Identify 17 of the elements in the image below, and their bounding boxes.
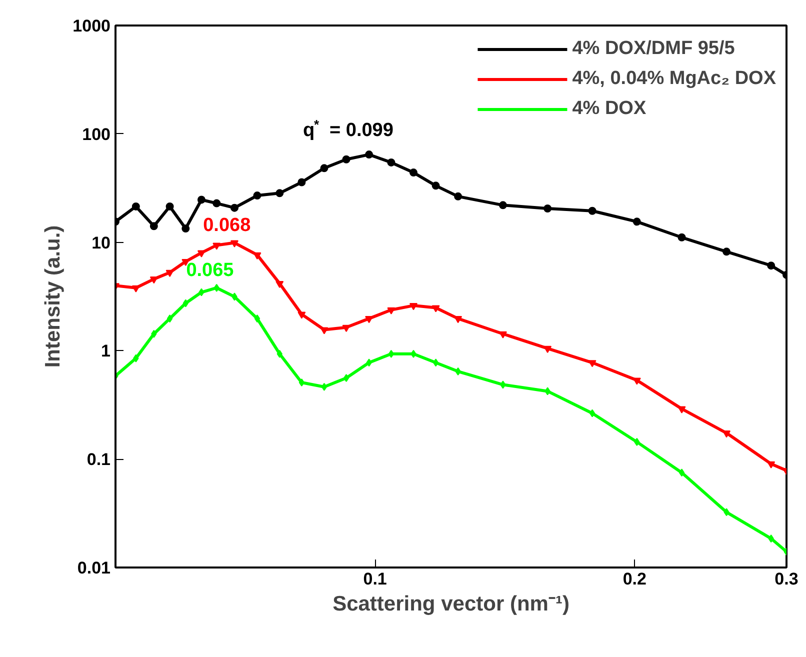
annotation: 0.068	[203, 214, 251, 236]
y-tick-label: 0.1	[86, 450, 111, 470]
legend-label: 4% DOX	[572, 97, 646, 121]
legend-label: 4%, 0.04% MgAc₂ DOX	[572, 67, 776, 91]
y-axis-title: Intensity (a.u.)	[42, 225, 65, 368]
x-tick-label: 0.2	[622, 570, 646, 588]
legend-label: 4% DOX/DMF 95/5	[572, 37, 735, 61]
annotation: q* = 0.099	[302, 116, 394, 141]
x-axis-title: Scattering vector (nm⁻¹)	[332, 592, 570, 616]
y-tick-label: 10	[92, 233, 111, 252]
y-tick-label: 1	[101, 342, 111, 361]
y-tick-label: 100	[82, 124, 111, 144]
y-tick-label: 0.01	[77, 558, 111, 578]
annotation: 0.065	[186, 260, 234, 281]
x-tick-label: 0.3	[774, 570, 798, 588]
x-tick-label: 0.1	[363, 570, 387, 588]
y-tick-label: 1000	[72, 16, 111, 36]
